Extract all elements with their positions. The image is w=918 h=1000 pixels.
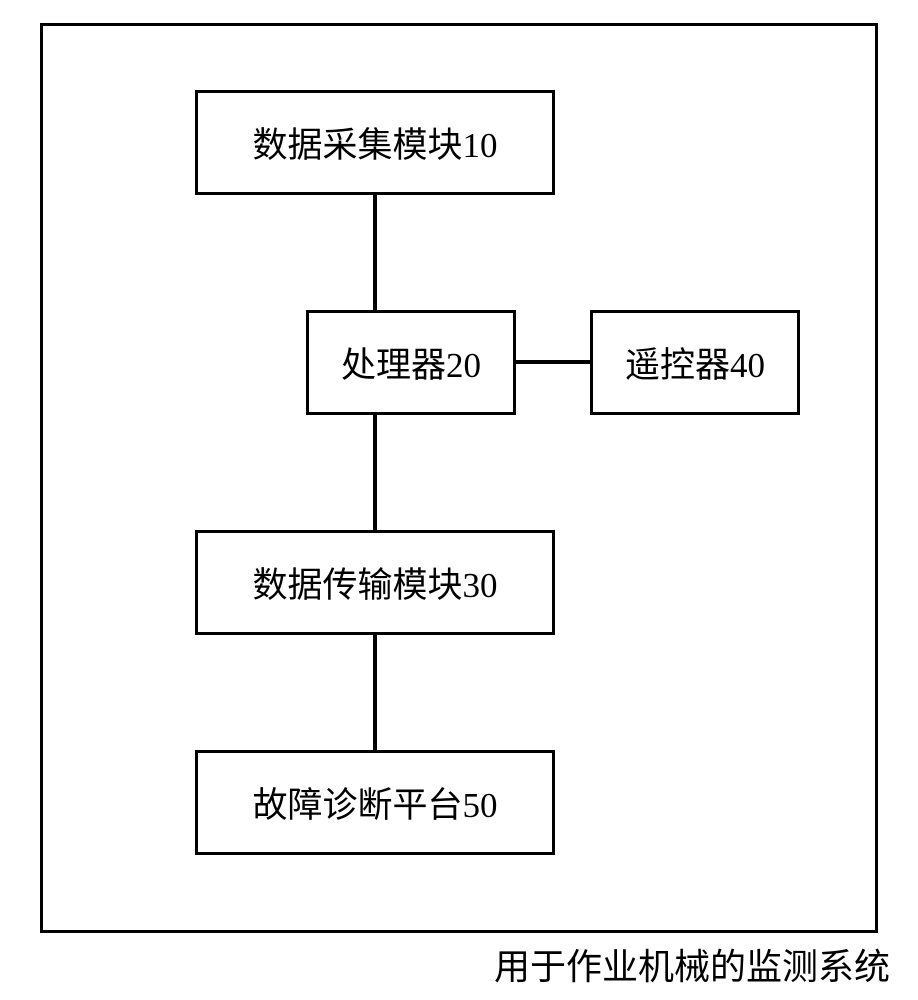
diagram-caption: 用于作业机械的监测系统: [390, 938, 890, 990]
node-label: 处理器20: [341, 337, 481, 388]
node-fault-diagnosis: 故障诊断平台50: [195, 750, 555, 855]
node-label: 数据采集模块10: [252, 117, 497, 168]
node-processor: 处理器20: [306, 310, 516, 415]
edge-n10-n20: [373, 195, 377, 310]
edge-n20-n40: [516, 360, 590, 364]
node-data-transfer: 数据传输模块30: [195, 530, 555, 635]
node-remote: 遥控器40: [590, 310, 800, 415]
node-label: 故障诊断平台50: [252, 777, 497, 828]
node-label: 遥控器40: [625, 337, 765, 388]
edge-n20-n30: [373, 415, 377, 530]
node-label: 数据传输模块30: [252, 557, 497, 608]
edge-n30-n50: [373, 635, 377, 750]
caption-text: 用于作业机械的监测系统: [494, 947, 890, 987]
node-data-collection: 数据采集模块10: [195, 90, 555, 195]
